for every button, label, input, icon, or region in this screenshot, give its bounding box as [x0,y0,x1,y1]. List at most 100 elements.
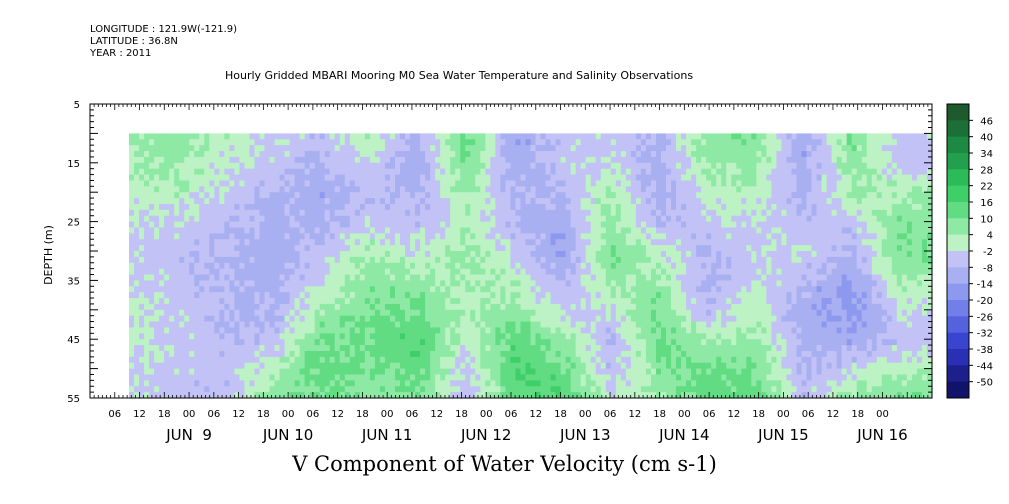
heatmap-cell [129,350,135,358]
heatmap-cell [490,368,496,376]
heatmap-cell [460,262,466,270]
heatmap-cell [605,245,612,252]
heatmap-cell [530,362,537,370]
heatmap-cell [134,303,140,311]
heatmap-cell [570,162,577,170]
heatmap-cell [264,386,271,393]
heatmap-cell [169,303,175,311]
heatmap-cell [169,286,175,293]
heatmap-cell [415,139,421,146]
heatmap-cell [615,156,622,164]
heatmap-cell [214,203,220,211]
heatmap-cell [274,392,281,399]
heatmap-cell [425,221,431,229]
heatmap-cell [445,151,451,158]
heatmap-cell [244,227,251,234]
heatmap-cell [379,280,386,287]
heatmap-cell [495,221,501,229]
heatmap-cell [329,286,336,293]
heatmap-cell [144,327,150,334]
heatmap-cell [284,392,291,399]
heatmap-cell [139,162,145,170]
heatmap-cell [580,133,587,140]
heatmap-cell [154,333,160,340]
heatmap-cell [199,392,205,399]
heatmap-cell [445,221,451,229]
heatmap-cell [570,180,577,187]
heatmap-cell [154,221,160,229]
heatmap-cell [129,145,135,152]
heatmap-cell [645,256,652,264]
heatmap-cell [530,251,537,258]
heatmap-cell [279,280,286,287]
heatmap-cell [324,315,331,323]
heatmap-cell [530,298,537,305]
heatmap-cell [475,315,481,323]
heatmap-cell [470,292,476,299]
heatmap-cell [681,286,687,293]
heatmap-cell [575,368,582,376]
heatmap-cell [525,174,532,182]
heatmap-cell [595,256,602,264]
heatmap-cell [410,309,416,317]
heatmap-cell [349,362,356,370]
heatmap-cell [425,327,431,334]
heatmap-cell [610,203,617,211]
heatmap-cell [645,315,652,323]
heatmap-cell [420,327,426,334]
heatmap-cell [470,350,476,358]
heatmap-cell [460,321,466,329]
heatmap-cell [359,333,366,340]
heatmap-cell [575,315,582,323]
heatmap-cell [254,262,261,270]
heatmap-cell [264,203,271,211]
heatmap-cell [214,245,220,252]
heatmap-cell [555,198,562,205]
heatmap-cell [410,186,416,193]
heatmap-cell [415,339,421,346]
heatmap-cell [475,321,481,329]
heatmap-cell [655,239,662,246]
heatmap-cell [334,309,341,317]
heatmap-cell [244,145,251,152]
heatmap-cell [269,145,276,152]
heatmap-cell [570,339,577,346]
heatmap-cell [389,198,396,205]
heatmap-cell [339,368,346,376]
heatmap-cell [585,256,592,264]
heatmap-cell [169,356,175,364]
heatmap-cell [269,209,276,217]
heatmap-cell [194,227,200,234]
heatmap-cell [394,203,401,211]
heatmap-cell [445,145,451,152]
heatmap-cell [394,274,401,281]
heatmap-cell [294,321,301,329]
heatmap-cell [329,345,336,352]
heatmap-cell [249,156,256,164]
heatmap-cell [430,162,436,170]
heatmap-cell [475,356,481,364]
heatmap-cell [585,262,592,270]
heatmap-cell [379,156,386,164]
heatmap-cell [565,380,572,387]
heatmap-cell [550,280,557,287]
heatmap-cell [144,368,150,376]
heatmap-cell [199,321,205,329]
heatmap-cell [545,180,552,187]
heatmap-cell [374,256,381,264]
heatmap-cell [174,368,180,376]
heatmap-cell [249,303,256,311]
heatmap-cell [274,274,281,281]
heatmap-cell [535,380,542,387]
heatmap-cell [460,374,466,381]
heatmap-cell [550,245,557,252]
heatmap-cell [540,380,547,387]
heatmap-cell [289,309,296,317]
heatmap-cell [645,327,652,334]
heatmap-cell [204,251,210,258]
heatmap-cell [239,327,246,334]
heatmap-cell [575,362,582,370]
heatmap-cell [319,368,326,376]
heatmap-cell [410,215,416,223]
heatmap-cell [129,303,135,311]
